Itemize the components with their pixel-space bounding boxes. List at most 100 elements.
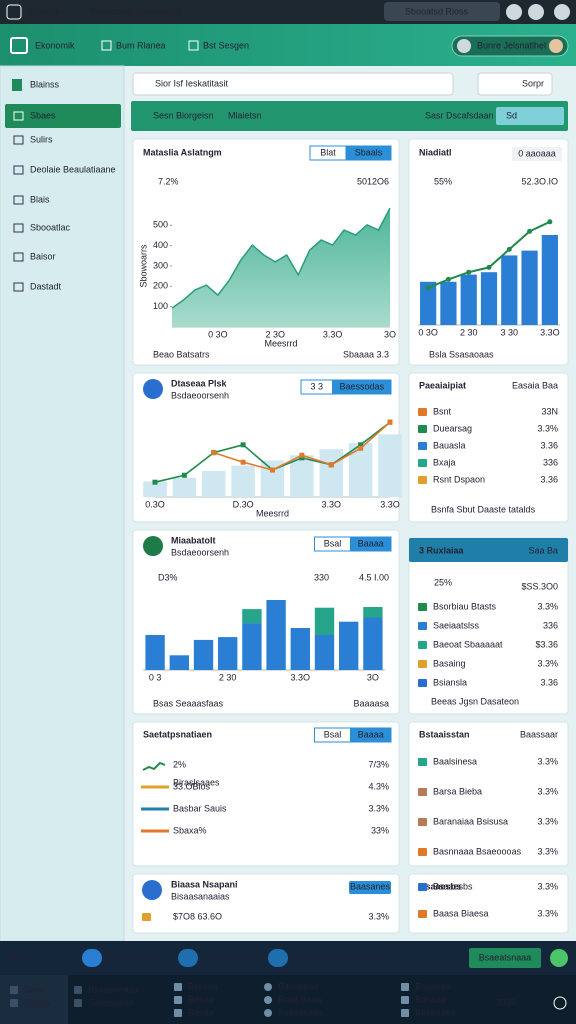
sidebar-active[interactable] xyxy=(5,104,121,128)
line-marker xyxy=(240,442,246,448)
label: $ 3.36 xyxy=(365,952,390,962)
label: $3.36 xyxy=(535,639,558,649)
background-bar xyxy=(231,465,255,497)
bar-segment xyxy=(290,628,310,670)
label: 336 xyxy=(543,457,558,467)
label: Sbaxa% xyxy=(173,825,207,835)
line-marker xyxy=(445,276,451,282)
icon-button[interactable] xyxy=(528,4,544,20)
row-icon xyxy=(418,818,427,826)
tab[interactable] xyxy=(300,379,333,395)
line-marker xyxy=(328,462,334,468)
x-tick-label: 3.3O xyxy=(380,499,400,509)
bottom-action[interactable] xyxy=(550,949,568,967)
footer-icon xyxy=(74,999,82,1007)
bar-segment xyxy=(363,607,383,618)
footer-icon xyxy=(264,983,272,991)
label: 3.36 xyxy=(540,474,558,484)
kpi: 55% xyxy=(434,176,452,186)
footer-link: Bsssaa xyxy=(188,981,218,991)
icon-button[interactable] xyxy=(506,4,522,20)
card-title: Paeaiaipiat xyxy=(419,380,466,390)
card-button[interactable] xyxy=(512,147,562,161)
bar-segment xyxy=(145,635,165,670)
nav-link: Bst Sesgen xyxy=(203,40,249,50)
footer-link: Saaesaaaa xyxy=(88,997,134,1007)
tab[interactable] xyxy=(314,536,351,552)
label: Baasa Biaesa xyxy=(433,908,489,918)
label: Baassaar xyxy=(520,729,558,739)
x-tick-label: 3 30 xyxy=(501,327,519,337)
bar xyxy=(541,235,558,325)
toolbar-button[interactable] xyxy=(496,107,564,125)
card-title: Bsaaesbs xyxy=(419,881,461,891)
label: Bxaja xyxy=(433,457,456,467)
x-tick-label: 3.3O xyxy=(321,499,341,509)
footer-icon xyxy=(264,1009,272,1017)
row-icon xyxy=(418,459,427,467)
card-icon xyxy=(143,379,163,399)
label: 3.3% xyxy=(537,786,558,796)
sidebar-item: Blais xyxy=(30,194,50,204)
label: 330 xyxy=(314,572,329,582)
sidebar-item: Baisor xyxy=(30,251,56,261)
footer-icon xyxy=(174,996,182,1004)
footer-link: Biaal Baaa xyxy=(278,994,322,1004)
trend-bar xyxy=(141,807,169,811)
card-footer: Bsla Ssasaoaas xyxy=(429,349,494,359)
label: Easaia Baa xyxy=(512,380,558,390)
row-icon xyxy=(418,425,427,433)
line-marker xyxy=(270,467,275,473)
row-icon xyxy=(418,408,427,416)
label: 4.3% xyxy=(368,781,389,791)
y-tick-label: 200 xyxy=(153,281,168,291)
search-button[interactable] xyxy=(477,72,553,96)
label: Basbar Sauis xyxy=(173,803,227,813)
tab[interactable] xyxy=(314,727,351,743)
row-icon xyxy=(418,660,427,668)
tab-label: Baaaa xyxy=(358,538,384,548)
card-button[interactable] xyxy=(349,881,391,894)
card-title: Biaasa Nsapani xyxy=(171,879,238,889)
bottom-button[interactable] xyxy=(469,948,541,968)
trend xyxy=(142,761,166,771)
label: Baeoat Sbaaaaat xyxy=(433,639,503,649)
user-pill[interactable] xyxy=(451,35,569,57)
x-axis-label: Meesrrd xyxy=(256,508,289,518)
tab-label: Baessodas xyxy=(339,381,384,391)
sidebar-item-icon xyxy=(13,135,24,145)
label: Bsdaeoorsenh xyxy=(171,547,229,557)
bar-segment xyxy=(169,655,189,670)
row-icon xyxy=(418,641,427,649)
line-marker xyxy=(211,450,217,456)
search-box[interactable] xyxy=(384,2,500,21)
kpi-secondary: 52.3O.IO xyxy=(521,176,558,186)
tab-label: Baaaa xyxy=(358,729,384,739)
bar xyxy=(480,272,498,325)
card-header xyxy=(409,538,568,562)
label: Bsiansla xyxy=(433,677,467,687)
label: 7/3% xyxy=(368,759,389,769)
label: Saeiaatslss xyxy=(433,620,480,630)
line-marker xyxy=(547,219,553,225)
icon-button[interactable] xyxy=(554,4,570,20)
line-marker xyxy=(387,419,393,425)
footer xyxy=(0,975,576,1024)
footer-link: Ssaaasaaa xyxy=(278,1007,323,1017)
footer-link: Saes xyxy=(24,984,45,994)
footer-icon xyxy=(174,983,182,991)
bar-segment xyxy=(218,637,238,670)
y-tick-label: 300 xyxy=(153,260,168,270)
bottom-item: Sbesaaeaaiaaa xyxy=(202,952,265,962)
background-bar xyxy=(143,481,167,497)
bar-segment xyxy=(242,623,262,670)
label: Baalsinesa xyxy=(433,756,477,766)
tab[interactable] xyxy=(309,145,347,161)
search-input[interactable] xyxy=(132,72,454,96)
label: Biraslsaaes xyxy=(173,777,220,787)
tab-label: Sbaals xyxy=(355,147,383,157)
x-tick-label: 0 3O xyxy=(418,327,438,337)
bar xyxy=(420,281,437,325)
label: Basaing xyxy=(433,658,466,668)
bar xyxy=(501,255,518,325)
